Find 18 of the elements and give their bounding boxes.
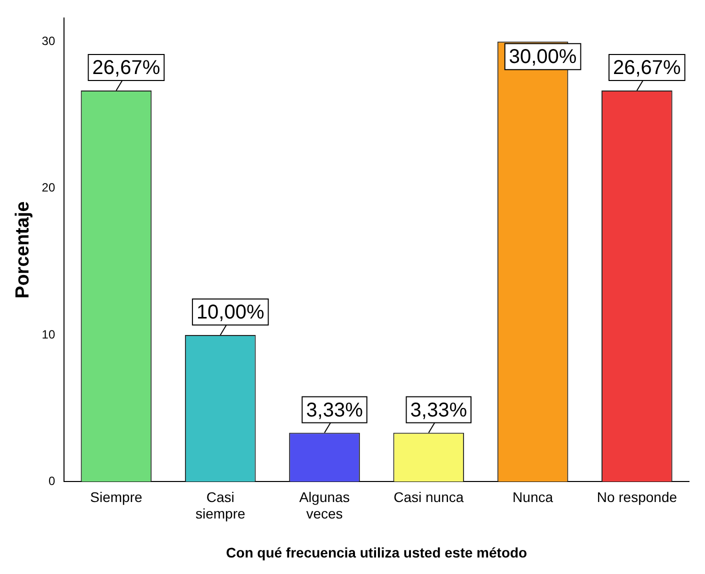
y-axis-title: Porcentaje xyxy=(12,201,34,298)
y-tick-label: 10 xyxy=(42,327,56,342)
y-tick-label: 0 xyxy=(48,474,56,488)
data-label: 10,00% xyxy=(196,301,264,324)
x-tick-label: Nunca xyxy=(512,488,554,505)
x-tick-label: Siempre xyxy=(90,488,142,505)
x-tick-label: Casi siempre xyxy=(195,488,246,522)
data-label: 3,33% xyxy=(410,399,468,422)
y-tick-label: 20 xyxy=(42,180,56,195)
data-label: 3,33% xyxy=(306,399,364,422)
data-label: 30,00% xyxy=(508,46,577,68)
x-tick-label: Algunas veces xyxy=(299,488,350,522)
data-label: 26,67% xyxy=(92,57,160,80)
y-tick-label: 30 xyxy=(42,34,56,48)
x-tick-label: No responde xyxy=(596,488,678,505)
x-tick-label: Casi nunca xyxy=(394,488,464,505)
data-label: 26,67% xyxy=(613,57,682,80)
x-axis-title: Con qué frecuencia utiliza usted este método xyxy=(226,544,528,560)
